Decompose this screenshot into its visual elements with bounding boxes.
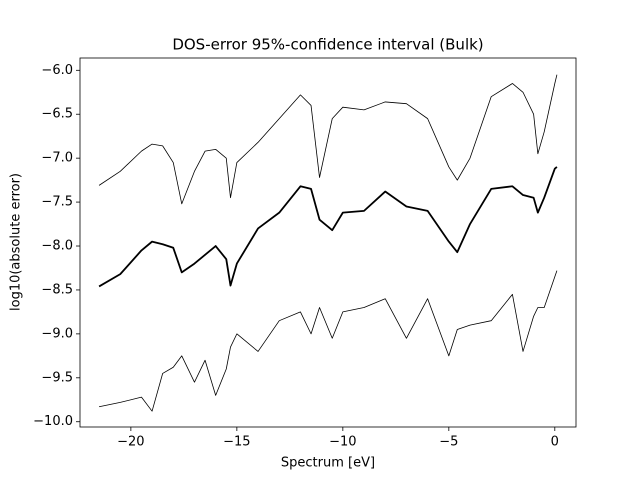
x-tick-label: −15 xyxy=(223,435,250,450)
y-tick-label: −7.5 xyxy=(41,195,73,210)
x-tick-label: −20 xyxy=(117,435,144,450)
chart-title: DOS-error 95%-confidence interval (Bulk) xyxy=(172,36,483,54)
y-tick-label: −7.0 xyxy=(41,151,73,166)
y-tick-label: −8.0 xyxy=(41,239,73,254)
plot-frame xyxy=(79,57,577,428)
series-line xyxy=(98,270,558,412)
y-tick-label: −9.0 xyxy=(41,326,73,341)
y-tick-label: −6.5 xyxy=(41,107,73,122)
y-axis-label: log10(absolute error) xyxy=(9,173,24,311)
y-tick-label: −8.5 xyxy=(41,282,73,297)
x-tick-label: −10 xyxy=(329,435,356,450)
y-tick-label: −6.0 xyxy=(41,63,73,78)
y-tick-label: −10.0 xyxy=(33,414,73,429)
y-tick-label: −9.5 xyxy=(41,370,73,385)
series-line xyxy=(98,166,558,288)
x-axis-label: Spectrum [eV] xyxy=(281,456,375,471)
x-tick-label: −5 xyxy=(439,435,458,450)
series-line xyxy=(98,74,558,205)
x-tick-label: 0 xyxy=(551,435,559,450)
